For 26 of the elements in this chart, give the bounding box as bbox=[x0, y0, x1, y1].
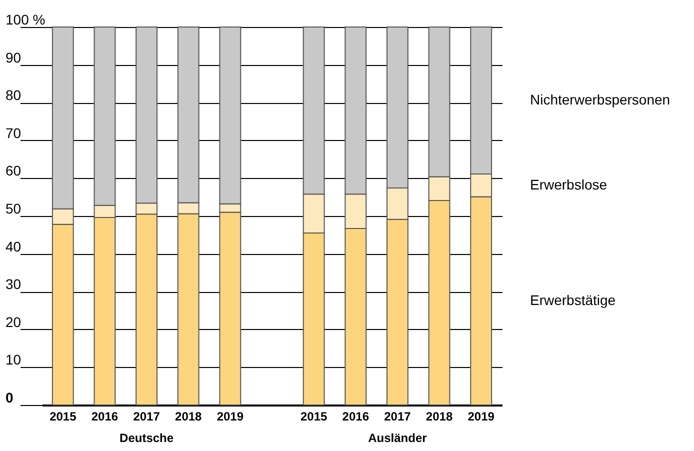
text: Ausländer bbox=[368, 431, 428, 445]
y-tick-label: 50 bbox=[6, 200, 22, 216]
text: Erwerbslose bbox=[530, 176, 608, 192]
y-tick-label: 30 bbox=[6, 276, 22, 292]
y-tick-label: 20 bbox=[6, 314, 22, 330]
x-tick-label: 2018 bbox=[426, 410, 453, 424]
y-tick-label: 90 bbox=[6, 49, 22, 66]
x-tick-label: 2017 bbox=[133, 410, 160, 424]
y-tick-label: 60 bbox=[6, 162, 22, 179]
y-tick-label: 100 % bbox=[6, 12, 46, 28]
x-tick-label: 2017 bbox=[384, 410, 412, 424]
x-tick-label: 2019 bbox=[468, 410, 495, 424]
text: Nichterwerbspersonen bbox=[530, 92, 670, 108]
x-tick-label: 2016 bbox=[91, 410, 118, 424]
y-tick-label: 0 bbox=[6, 390, 14, 406]
text: Erwerbstätige bbox=[530, 292, 616, 308]
y-tick-label: 80 bbox=[6, 87, 22, 104]
x-tick-label: 2018 bbox=[175, 410, 202, 424]
y-tick-label: 10 bbox=[6, 352, 22, 368]
x-tick-label: 2016 bbox=[342, 410, 370, 424]
text: Deutsche bbox=[120, 431, 174, 445]
x-tick-label: 2015 bbox=[50, 410, 77, 424]
y-tick-label: 40 bbox=[6, 238, 22, 254]
y-tick-label: 70 bbox=[6, 124, 22, 141]
x-tick-label: 2015 bbox=[300, 410, 328, 424]
x-tick-label: 2019 bbox=[216, 410, 244, 424]
